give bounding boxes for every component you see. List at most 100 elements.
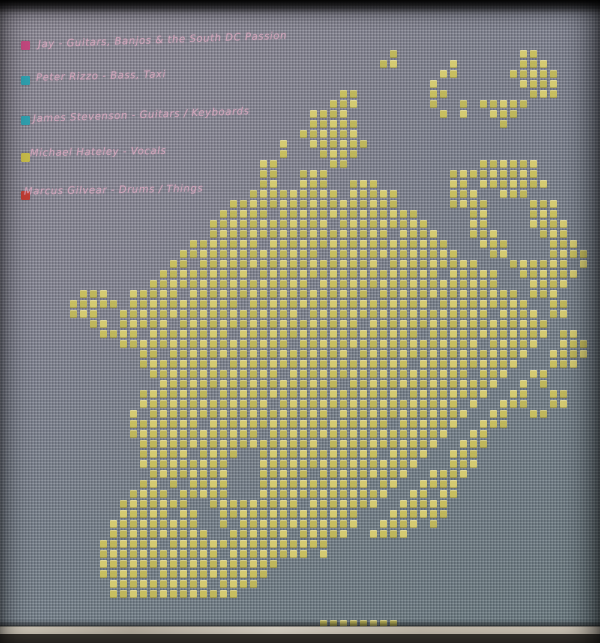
map-cell [190,250,197,258]
map-cell [380,370,387,378]
map-cell [520,390,527,398]
map-cell [400,450,407,458]
map-cell [230,350,237,358]
map-cell [230,280,237,288]
map-cell [270,510,277,518]
map-cell [240,270,247,278]
map-cell [500,370,507,378]
map-cell [560,260,567,268]
map-cell [520,320,527,328]
map-cell [300,350,307,358]
map-cell [300,450,307,458]
map-cell [420,270,427,278]
map-cell [210,540,217,548]
map-cell [240,310,247,318]
map-cell [310,510,317,518]
map-cell [540,70,547,78]
map-cell [370,220,377,228]
map-cell [420,430,427,438]
map-cell [170,530,177,538]
map-cell [310,260,317,268]
map-cell [350,290,357,298]
map-cell [380,190,387,198]
map-cell [470,380,477,388]
map-cell [490,280,497,288]
map-cell [410,520,417,528]
map-cell [250,330,257,338]
map-cell [290,280,297,288]
map-cell [490,110,497,118]
map-cell [130,500,137,508]
map-cell [440,70,447,78]
map-cell [170,430,177,438]
map-cell [200,530,207,538]
map-cell [290,470,297,478]
map-cell [380,60,387,68]
map-cell [340,520,347,528]
map-cell [500,350,507,358]
map-cell [220,590,227,598]
map-cell [360,210,367,218]
map-cell [320,330,327,338]
map-cell [430,470,437,478]
map-cell [250,290,257,298]
map-cell [370,260,377,268]
photo-top-shadow [0,0,600,14]
map-cell [520,180,527,188]
map-cell [130,330,137,338]
map-cell [370,390,377,398]
map-cell [420,420,427,428]
map-cell [290,240,297,248]
map-cell [520,400,527,408]
map-cell [450,290,457,298]
map-cell [550,250,557,258]
map-cell [540,80,547,88]
map-cell [470,450,477,458]
map-cell [120,330,127,338]
map-cell [220,400,227,408]
map-cell [480,310,487,318]
map-cell [450,270,457,278]
map-cell [450,320,457,328]
map-cell [310,350,317,358]
map-cell [490,160,497,168]
map-cell [480,100,487,108]
map-cell [320,230,327,238]
map-cell [290,220,297,228]
map-cell [140,320,147,328]
map-cell [440,380,447,388]
woven-map [70,50,587,628]
map-cell [470,350,477,358]
map-cell [490,320,497,328]
map-cell [400,510,407,518]
map-cell [430,270,437,278]
map-cell [430,290,437,298]
map-cell [290,380,297,388]
map-cell [370,380,377,388]
map-cell [450,180,457,188]
map-cell [270,470,277,478]
map-cell [190,480,197,488]
map-cell [370,340,377,348]
map-cell [260,230,267,238]
map-cell [350,480,357,488]
map-cell [300,190,307,198]
map-cell [260,390,267,398]
map-cell [180,270,187,278]
map-cell [110,300,117,308]
map-cell [360,220,367,228]
map-cell [170,480,177,488]
map-cell [430,510,437,518]
map-cell [530,310,537,318]
map-cell [380,250,387,258]
map-cell [230,290,237,298]
map-cell [470,460,477,468]
map-cell [270,300,277,308]
map-cell [380,470,387,478]
map-cell [270,460,277,468]
map-cell [340,390,347,398]
map-cell [380,290,387,298]
map-cell [320,430,327,438]
map-cell [200,300,207,308]
map-cell [120,510,127,518]
